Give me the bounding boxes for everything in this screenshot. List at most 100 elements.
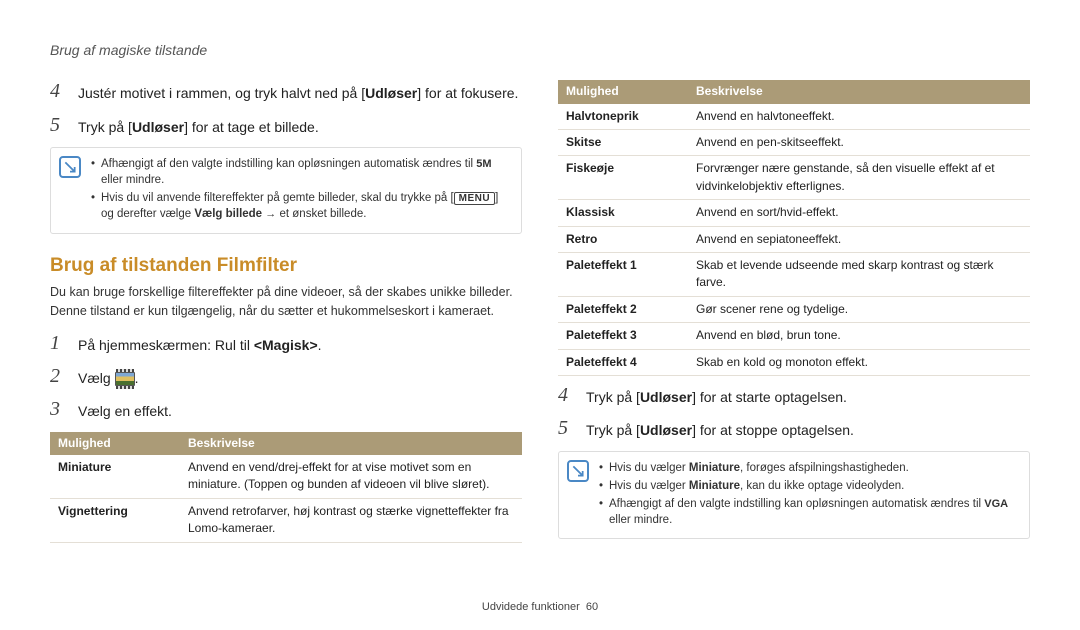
table-header: Mulighed xyxy=(558,80,688,103)
step-text: Justér motivet i rammen, og tryk halvt n… xyxy=(78,80,518,103)
step-5-right: 5 Tryk på [Udløser] for at stoppe optage… xyxy=(558,417,1030,440)
text: et ønsket billede. xyxy=(276,208,366,220)
text: Afhængigt af den valgte indstilling kan … xyxy=(101,158,476,170)
page-header: Brug af magiske tilstande xyxy=(50,40,1030,60)
shutter-key: Udløser xyxy=(132,119,184,135)
option-desc-cell: Anvend en halvtoneeffekt. xyxy=(688,104,1030,130)
text: eller mindre. xyxy=(101,174,164,186)
option-desc-cell: Anvend retrofarver, høj kontrast og stær… xyxy=(180,498,522,542)
table-row: MiniatureAnvend en vend/drej-effekt for … xyxy=(50,455,522,498)
option-desc-cell: Gør scener rene og tydelige. xyxy=(688,296,1030,322)
note-box: Afhængigt af den valgte indstilling kan … xyxy=(50,147,522,234)
section-heading-filmfilter: Brug af tilstanden Filmfilter xyxy=(50,252,522,280)
option-name-cell: Paleteffekt 1 xyxy=(558,253,688,297)
text: ] for at tage et billede. xyxy=(184,119,319,135)
option-desc-cell: Anvend en vend/drej-effekt for at vise m… xyxy=(180,455,522,498)
menu-key-icon: MENU xyxy=(454,192,495,205)
table-row: Paleteffekt 1Skab et levende udseende me… xyxy=(558,253,1030,297)
note-item: Afhængigt af den valgte indstilling kan … xyxy=(599,496,1019,528)
option-name-cell: Skitse xyxy=(558,130,688,156)
option-name: Miniature xyxy=(689,462,740,474)
shutter-key: Udløser xyxy=(640,389,692,405)
text: , forøges afspilningshastigheden. xyxy=(740,462,909,474)
effects-table-right: Mulighed Beskrivelse HalvtoneprikAnvend … xyxy=(558,80,1030,376)
arrow-icon: → xyxy=(265,208,276,220)
resolution-badge: 5M xyxy=(476,158,491,170)
step-number: 4 xyxy=(558,384,576,407)
step-5: 5 Tryk på [Udløser] for at tage et bille… xyxy=(50,114,522,137)
step-text: Tryk på [Udløser] for at stoppe optagels… xyxy=(586,417,854,440)
step-number: 2 xyxy=(50,365,68,388)
shutter-key: Udløser xyxy=(365,85,417,101)
option-desc-cell: Anvend en pen-skitseeffekt. xyxy=(688,130,1030,156)
option-desc-cell: Anvend en sort/hvid-effekt. xyxy=(688,200,1030,226)
text: På hjemmeskærmen: Rul til xyxy=(78,337,254,353)
text: Hvis du vælger xyxy=(609,462,689,474)
option-desc-cell: Skab en kold og monoton effekt. xyxy=(688,349,1030,375)
note-item: Hvis du vil anvende filtereffekter på ge… xyxy=(91,190,511,222)
text: Hvis du vil anvende filtereffekter på ge… xyxy=(101,192,454,204)
step-text: Tryk på [Udløser] for at tage et billede… xyxy=(78,114,319,137)
step-2: 2 Vælg . xyxy=(50,365,522,388)
option-name-cell: Klassisk xyxy=(558,200,688,226)
section-description: Du kan bruge forskellige filtereffekter … xyxy=(50,283,522,319)
table-header: Beskrivelse xyxy=(688,80,1030,103)
shutter-key: Udløser xyxy=(640,422,692,438)
note-icon xyxy=(567,460,589,482)
option-desc-cell: Skab et levende udseende med skarp kontr… xyxy=(688,253,1030,297)
option-name-cell: Paleteffekt 2 xyxy=(558,296,688,322)
text: Tryk på [ xyxy=(586,389,640,405)
table-row: HalvtoneprikAnvend en halvtoneeffekt. xyxy=(558,104,1030,130)
table-row: VignetteringAnvend retrofarver, høj kont… xyxy=(50,498,522,542)
table-header: Mulighed xyxy=(50,432,180,455)
option-name: Miniature xyxy=(689,480,740,492)
step-number: 5 xyxy=(50,114,68,137)
text: Vælg xyxy=(78,370,115,386)
step-text: Vælg en effekt. xyxy=(78,398,172,421)
left-column: 4 Justér motivet i rammen, og tryk halvt… xyxy=(50,80,522,557)
text: Justér motivet i rammen, og tryk halvt n… xyxy=(78,85,365,101)
step-number: 1 xyxy=(50,332,68,355)
option-name-cell: Vignettering xyxy=(50,498,180,542)
table-header: Beskrivelse xyxy=(180,432,522,455)
step-number: 5 xyxy=(558,417,576,440)
table-row: Paleteffekt 3Anvend en blød, brun tone. xyxy=(558,323,1030,349)
step-4: 4 Justér motivet i rammen, og tryk halvt… xyxy=(50,80,522,103)
step-3: 3 Vælg en effekt. xyxy=(50,398,522,421)
page-footer: Udvidede funktioner 60 xyxy=(0,600,1080,616)
option-name-cell: Miniature xyxy=(50,455,180,498)
step-text: På hjemmeskærmen: Rul til <Magisk>. xyxy=(78,332,322,355)
footer-label: Udvidede funktioner xyxy=(482,601,580,613)
option-name-cell: Paleteffekt 3 xyxy=(558,323,688,349)
text: Hvis du vælger xyxy=(609,480,689,492)
effects-table-left: Mulighed Beskrivelse MiniatureAnvend en … xyxy=(50,432,522,543)
table-row: KlassiskAnvend en sort/hvid-effekt. xyxy=(558,200,1030,226)
step-4-right: 4 Tryk på [Udløser] for at starte optage… xyxy=(558,384,1030,407)
step-number: 4 xyxy=(50,80,68,103)
note-item: Afhængigt af den valgte indstilling kan … xyxy=(91,156,511,188)
option-name-cell: Halvtoneprik xyxy=(558,104,688,130)
step-1: 1 På hjemmeskærmen: Rul til <Magisk>. xyxy=(50,332,522,355)
table-row: SkitseAnvend en pen-skitseeffekt. xyxy=(558,130,1030,156)
text: ] for at fokusere. xyxy=(417,85,518,101)
text: ] for at stoppe optagelsen. xyxy=(692,422,854,438)
option-name-cell: Fiskeøje xyxy=(558,156,688,200)
table-row: FiskeøjeForvrænger nære genstande, så de… xyxy=(558,156,1030,200)
resolution-badge: VGA xyxy=(984,498,1008,510)
text: , kan du ikke optage videolyden. xyxy=(740,480,904,492)
text: Afhængigt af den valgte indstilling kan … xyxy=(609,498,984,510)
note-box: Hvis du vælger Miniature, forøges afspil… xyxy=(558,451,1030,540)
option-desc-cell: Anvend en blød, brun tone. xyxy=(688,323,1030,349)
menu-path: Vælg billede xyxy=(194,208,262,220)
option-name-cell: Retro xyxy=(558,226,688,252)
option-name-cell: Paleteffekt 4 xyxy=(558,349,688,375)
text: . xyxy=(135,370,139,386)
option-desc-cell: Anvend en sepiatoneeffekt. xyxy=(688,226,1030,252)
two-column-layout: 4 Justér motivet i rammen, og tryk halvt… xyxy=(50,80,1030,557)
text: ] for at starte optagelsen. xyxy=(692,389,847,405)
note-item: Hvis du vælger Miniature, kan du ikke op… xyxy=(599,478,1019,494)
table-row: RetroAnvend en sepiatoneeffekt. xyxy=(558,226,1030,252)
text: Tryk på [ xyxy=(586,422,640,438)
step-number: 3 xyxy=(50,398,68,421)
text: eller mindre. xyxy=(609,514,672,526)
